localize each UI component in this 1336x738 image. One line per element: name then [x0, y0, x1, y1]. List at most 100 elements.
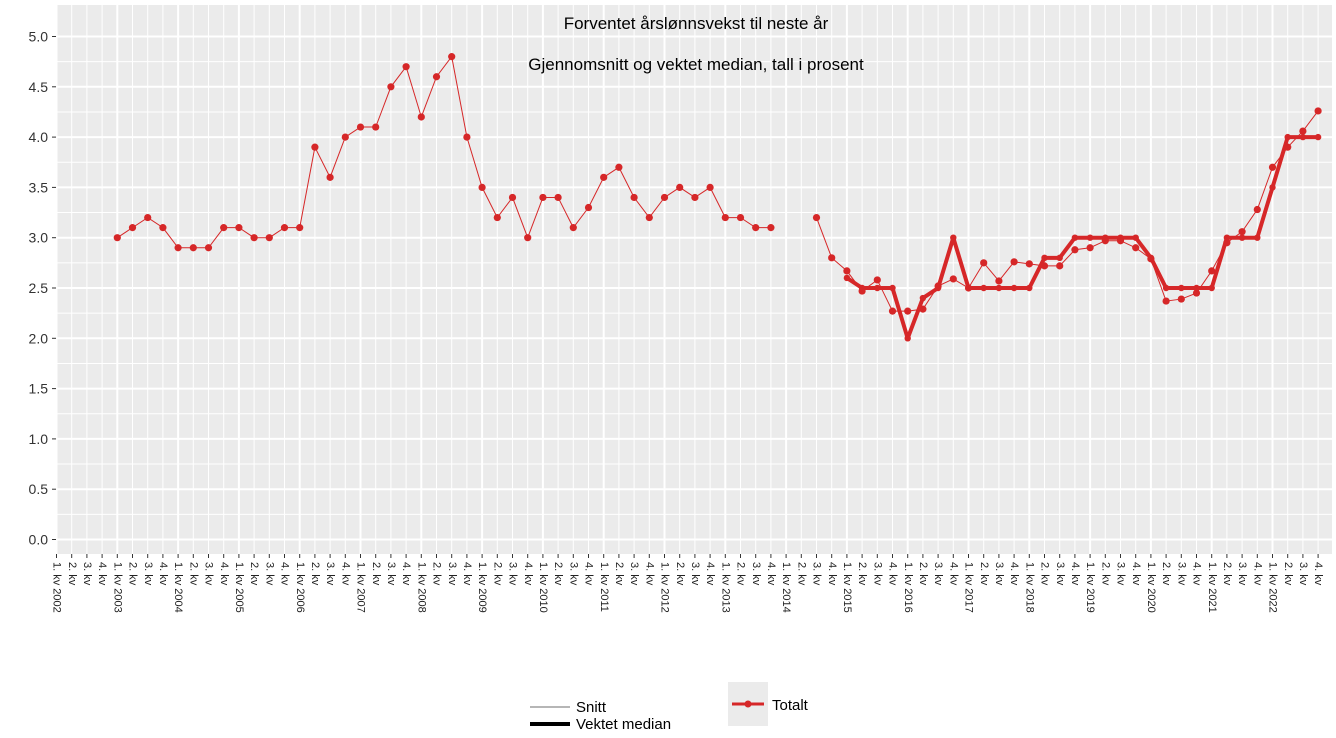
x-tick-label: 3. kv: [263, 562, 275, 586]
x-tick-label: 4. kv: [643, 562, 655, 586]
x-tick-label: 3. kv: [142, 562, 154, 586]
median-point: [1102, 234, 1109, 241]
x-tick-label: 2. kv: [491, 562, 503, 586]
x-tick-label: 2. kv: [917, 562, 929, 586]
y-tick-label: 0.0: [29, 532, 49, 548]
snitt-point: [1132, 244, 1140, 252]
x-tick-label: 4. kv: [522, 562, 534, 586]
snitt-point: [463, 133, 471, 141]
snitt-point: [493, 213, 501, 222]
x-tick-label: 1. kv 2004: [172, 562, 184, 613]
snitt-point: [524, 234, 532, 242]
grid-layer: [55, 5, 1332, 554]
x-tick-label: 3. kv: [507, 562, 519, 586]
median-point: [1086, 234, 1094, 241]
x-axis: 1. kv 2002 2. kv 3. kv 4. kv 1. kv 2003 2. kv…: [51, 554, 1324, 613]
snitt-point: [356, 123, 365, 131]
snitt-point: [296, 224, 304, 232]
snitt-point: [736, 213, 745, 222]
snitt-point: [174, 244, 182, 252]
x-tick-label: 1. kv 2012: [659, 562, 671, 613]
median-point: [1299, 133, 1307, 141]
x-tick-label: 3. kv: [446, 562, 458, 586]
legend-totalt-label: Totalt: [772, 697, 809, 714]
snitt-point: [311, 143, 319, 151]
snitt-point: [569, 224, 577, 232]
median-point: [1056, 254, 1063, 262]
x-tick-label: 3. kv: [81, 562, 93, 586]
x-tick-label: 3. kv: [932, 562, 944, 586]
x-tick-label: 4. kv: [96, 562, 108, 586]
median-point: [1162, 284, 1170, 292]
x-tick-label: 4. kv: [1312, 562, 1324, 586]
median-point: [858, 284, 866, 292]
snitt-point: [1162, 297, 1170, 305]
median-point: [1178, 284, 1185, 292]
snitt-point: [1056, 262, 1064, 270]
legend-totalt-point: [744, 700, 752, 708]
snitt-point: [904, 307, 912, 315]
x-tick-label: 1. kv 2002: [51, 562, 63, 613]
y-tick-label: 1.5: [29, 381, 49, 397]
median-point: [919, 294, 927, 302]
snitt-point: [387, 83, 395, 91]
median-point: [1071, 234, 1079, 241]
y-tick-label: 3.5: [29, 179, 49, 195]
legend-median-label: Vektet median: [576, 716, 671, 733]
snitt-point: [554, 193, 562, 202]
x-tick-label: 4. kv: [765, 562, 777, 586]
x-tick-label: 2. kv: [856, 562, 868, 586]
median-point: [1223, 234, 1231, 241]
snitt-point: [645, 213, 653, 222]
x-tick-label: 3. kv: [1054, 562, 1066, 586]
x-tick-label: 4. kv: [461, 562, 473, 586]
x-tick-label: 1. kv 2011: [598, 562, 610, 612]
x-tick-label: 1. kv 2007: [355, 562, 367, 613]
snitt-point: [1314, 107, 1322, 115]
x-tick-label: 4. kv: [826, 562, 838, 586]
x-tick-label: 2. kv: [613, 562, 625, 586]
snitt-point: [1268, 163, 1277, 171]
x-tick-label: 4. kv: [1251, 562, 1263, 586]
snitt-point: [341, 133, 349, 141]
median-point: [1117, 234, 1124, 241]
x-tick-label: 2. kv: [370, 562, 382, 586]
snitt-point: [600, 173, 608, 181]
x-tick-label: 1. kv 2021: [1206, 562, 1218, 613]
chart-title: Forventet årslønnsvekst til neste år: [564, 14, 829, 33]
snitt-point: [1010, 258, 1018, 266]
snitt-point: [539, 193, 547, 202]
snitt-point: [767, 224, 775, 232]
snitt-point: [828, 254, 836, 262]
snitt-point: [508, 193, 517, 202]
snitt-point: [706, 183, 714, 191]
x-tick-label: 4. kv: [279, 562, 291, 586]
x-tick-label: 1. kv 2010: [537, 562, 549, 613]
x-tick-label: 3. kv: [385, 562, 397, 586]
snitt-point: [630, 193, 638, 202]
y-tick-label: 4.5: [29, 79, 49, 95]
snitt-point: [1086, 244, 1094, 252]
legend: Snitt Vektet median Totalt: [530, 682, 809, 733]
x-tick-label: 2. kv: [795, 562, 807, 586]
x-tick-label: 4. kv: [947, 562, 959, 586]
legend-color: Totalt: [728, 682, 809, 726]
x-tick-label: 4. kv: [887, 562, 899, 586]
plot-panel: [56, 5, 1332, 554]
x-tick-label: 1. kv 2013: [719, 562, 731, 613]
x-tick-label: 4. kv: [1008, 562, 1020, 586]
chart-subtitle: Gjennomsnitt og vektet median, tall i pr…: [528, 55, 864, 74]
y-tick-label: 2.0: [29, 330, 49, 346]
x-tick-label: 1. kv 2022: [1267, 562, 1279, 613]
snitt-point: [584, 203, 593, 212]
median-point: [995, 284, 1003, 292]
snitt-point: [1253, 205, 1261, 214]
median-point: [980, 284, 987, 292]
median-point: [889, 284, 896, 292]
snitt-point: [478, 183, 486, 191]
x-tick-label: 4. kv: [218, 562, 230, 586]
snitt-point: [1025, 260, 1033, 268]
median-point: [965, 284, 972, 292]
y-axis: 0.0 0.5 1.0 1.5 2.0 2.5 3.0 3.5 4.0 4.5 5.0: [29, 29, 56, 548]
x-tick-label: 2. kv: [735, 562, 747, 586]
